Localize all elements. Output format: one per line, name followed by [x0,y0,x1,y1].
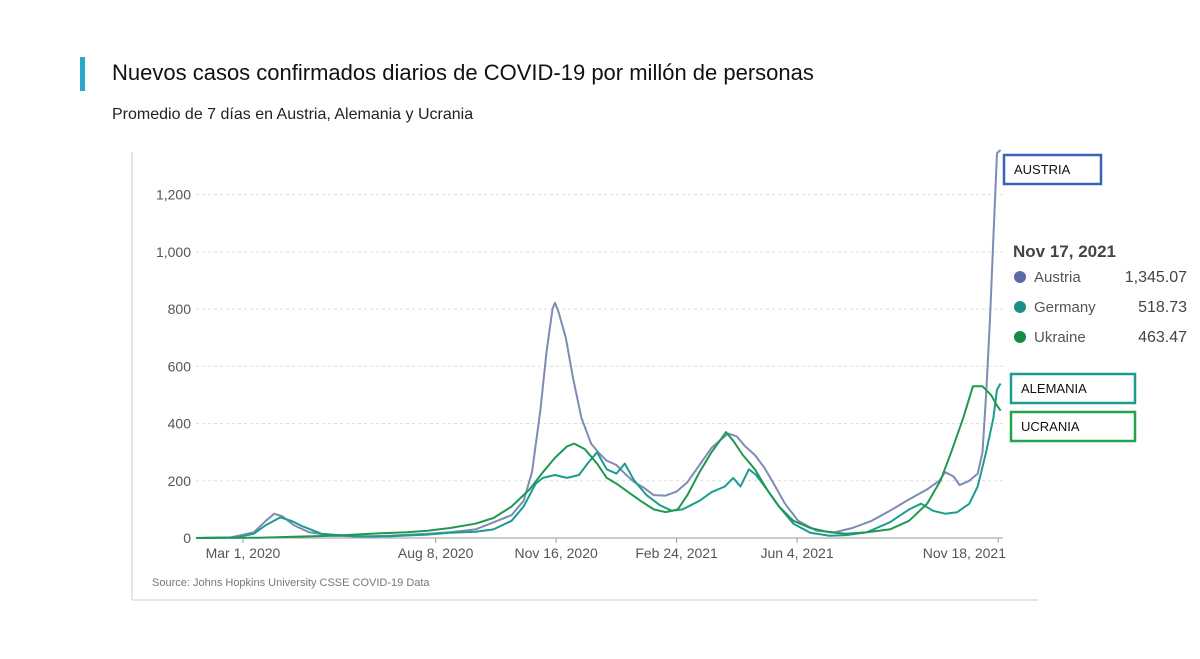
x-tick-label: Nov 16, 2020 [514,545,597,561]
source-note: Source: Johns Hopkins University CSSE CO… [152,577,430,589]
series-line-austria [195,149,1002,539]
chart-title: Nuevos casos confirmados diarios de COVI… [112,60,814,85]
chart-subtitle: Promedio de 7 días en Austria, Alemania … [112,106,474,123]
y-tick-label: 1,000 [156,244,191,260]
y-tick-label: 400 [168,416,192,432]
x-tick-labels: Mar 1, 2020 Aug 8, 2020 Nov 16, 2020 Feb 24… [206,545,1007,561]
tooltip: Nov 17, 2021 Austria 1,345.07 Germany 518.73… [1013,242,1187,346]
tooltip-series-value: 463.47 [1138,329,1187,346]
x-tick-label: Mar 1, 2020 [206,545,281,561]
x-tick-label: Aug 8, 2020 [398,545,474,561]
tooltip-legend-dot [1014,271,1026,283]
x-tick-label: Jun 4, 2021 [760,545,833,561]
tooltip-date: Nov 17, 2021 [1013,242,1116,261]
tooltip-series-name: Ukraine [1034,329,1086,346]
tooltip-series-name: Germany [1034,299,1096,316]
tooltip-series-value: 1,345.07 [1125,269,1187,286]
annotation-label: AUSTRIA [1014,162,1071,177]
tooltip-series-name: Austria [1034,269,1081,286]
tooltip-legend-dot [1014,331,1026,343]
y-tick-label: 200 [168,473,192,489]
grid-lines [196,194,1003,482]
y-tick-label: 0 [183,530,191,546]
series-lines [195,149,1002,539]
y-tick-label: 800 [168,301,192,317]
y-tick-labels: 0 200 400 600 800 1,000 1,200 [156,187,191,546]
annotation-box-ucrania [1009,410,1137,443]
annotation-label: ALEMANIA [1021,381,1087,396]
axes [131,152,1038,601]
series-line-germany [195,382,1002,539]
y-tick-label: 1,200 [156,187,191,203]
annotation-box-austria [1002,153,1103,186]
annotation-label: UCRANIA [1021,419,1080,434]
y-tick-label: 600 [168,358,192,374]
title-accent-bar [80,57,85,91]
series-line-ukraine [195,385,1002,539]
annotations: AUSTRIA ALEMANIA UCRANIA [1002,153,1137,443]
annotation-box-alemania [1009,372,1137,405]
x-tick-label: Nov 18, 2021 [923,545,1006,561]
tooltip-series-value: 518.73 [1138,299,1187,316]
x-tick-label: Feb 24, 2021 [635,545,718,561]
tooltip-legend-dot [1014,301,1026,313]
